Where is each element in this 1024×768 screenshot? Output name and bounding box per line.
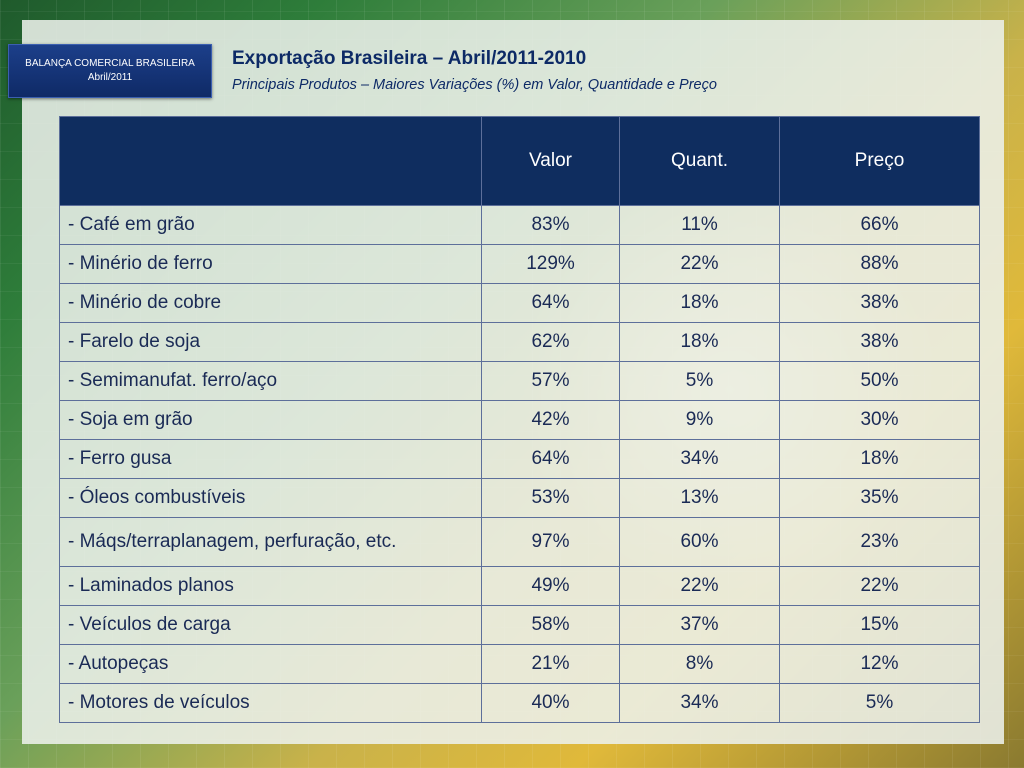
page-subtitle: Principais Produtos – Maiores Variações … bbox=[232, 77, 717, 93]
cell-preco: 23% bbox=[779, 517, 980, 567]
cell-product: - Ferro gusa bbox=[59, 439, 482, 479]
table-header-row: Valor Quant. Preço bbox=[59, 116, 980, 206]
cell-product: - Farelo de soja bbox=[59, 322, 482, 362]
cell-valor: 21% bbox=[481, 644, 620, 684]
cell-quant: 22% bbox=[619, 566, 780, 606]
report-badge: BALANÇA COMERCIAL BRASILEIRA Abril/2011 bbox=[8, 44, 212, 98]
badge-period: Abril/2011 bbox=[87, 72, 133, 83]
cell-valor: 83% bbox=[481, 205, 620, 245]
cell-quant: 5% bbox=[619, 361, 780, 401]
table-row: - Ferro gusa 64% 34% 18% bbox=[59, 439, 980, 479]
cell-preco: 18% bbox=[779, 439, 980, 479]
table-row: - Laminados planos 49% 22% 22% bbox=[59, 566, 980, 606]
table-row: - Autopeças 21% 8% 12% bbox=[59, 644, 980, 684]
cell-preco: 88% bbox=[779, 244, 980, 284]
cell-preco: 66% bbox=[779, 205, 980, 245]
table-row: - Máqs/terraplanagem, perfuração, etc. 97… bbox=[59, 517, 980, 567]
cell-valor: 64% bbox=[481, 439, 620, 479]
cell-quant: 8% bbox=[619, 644, 780, 684]
cell-quant: 13% bbox=[619, 478, 780, 518]
cell-product: - Minério de cobre bbox=[59, 283, 482, 323]
cell-product: - Motores de veículos bbox=[59, 683, 482, 723]
cell-quant: 60% bbox=[619, 517, 780, 567]
cell-preco: 38% bbox=[779, 283, 980, 323]
cell-quant: 11% bbox=[619, 205, 780, 245]
cell-preco: 12% bbox=[779, 644, 980, 684]
cell-quant: 37% bbox=[619, 605, 780, 645]
cell-product: - Semimanufat. ferro/aço bbox=[59, 361, 482, 401]
table-row: - Soja em grão 42% 9% 30% bbox=[59, 400, 980, 440]
cell-product: - Soja em grão bbox=[59, 400, 482, 440]
cell-quant: 34% bbox=[619, 439, 780, 479]
header-preco: Preço bbox=[779, 116, 980, 206]
table-row: - Café em grão 83% 11% 66% bbox=[59, 205, 980, 245]
cell-preco: 50% bbox=[779, 361, 980, 401]
cell-valor: 57% bbox=[481, 361, 620, 401]
cell-valor: 53% bbox=[481, 478, 620, 518]
header-valor: Valor bbox=[481, 116, 620, 206]
cell-preco: 30% bbox=[779, 400, 980, 440]
cell-quant: 18% bbox=[619, 322, 780, 362]
cell-product: - Máqs/terraplanagem, perfuração, etc. bbox=[59, 517, 482, 567]
cell-preco: 22% bbox=[779, 566, 980, 606]
cell-product: - Autopeças bbox=[59, 644, 482, 684]
table-row: - Minério de cobre 64% 18% 38% bbox=[59, 283, 980, 323]
cell-valor: 40% bbox=[481, 683, 620, 723]
cell-valor: 62% bbox=[481, 322, 620, 362]
header-quant: Quant. bbox=[619, 116, 780, 206]
cell-valor: 42% bbox=[481, 400, 620, 440]
table-row: - Motores de veículos 40% 34% 5% bbox=[59, 683, 980, 723]
table-row: - Farelo de soja 62% 18% 38% bbox=[59, 322, 980, 362]
cell-preco: 35% bbox=[779, 478, 980, 518]
cell-valor: 64% bbox=[481, 283, 620, 323]
cell-preco: 5% bbox=[779, 683, 980, 723]
table-row: - Semimanufat. ferro/aço 57% 5% 50% bbox=[59, 361, 980, 401]
header-product bbox=[59, 116, 482, 206]
cell-valor: 97% bbox=[481, 517, 620, 567]
table-row: - Veículos de carga 58% 37% 15% bbox=[59, 605, 980, 645]
cell-valor: 58% bbox=[481, 605, 620, 645]
table-row: - Minério de ferro 129% 22% 88% bbox=[59, 244, 980, 284]
cell-product: - Óleos combustíveis bbox=[59, 478, 482, 518]
cell-product: - Café em grão bbox=[59, 205, 482, 245]
cell-product: - Veículos de carga bbox=[59, 605, 482, 645]
products-table: Valor Quant. Preço - Café em grão 83% 11% 6… bbox=[59, 116, 980, 723]
table-row: - Óleos combustíveis 53% 13% 35% bbox=[59, 478, 980, 518]
cell-quant: 22% bbox=[619, 244, 780, 284]
cell-quant: 34% bbox=[619, 683, 780, 723]
cell-valor: 49% bbox=[481, 566, 620, 606]
page-title: Exportação Brasileira – Abril/2011-2010 bbox=[232, 48, 587, 69]
cell-quant: 9% bbox=[619, 400, 780, 440]
badge-title: BALANÇA COMERCIAL BRASILEIRA bbox=[25, 58, 195, 69]
cell-preco: 38% bbox=[779, 322, 980, 362]
cell-preco: 15% bbox=[779, 605, 980, 645]
cell-valor: 129% bbox=[481, 244, 620, 284]
cell-quant: 18% bbox=[619, 283, 780, 323]
cell-product: - Minério de ferro bbox=[59, 244, 482, 284]
cell-product: - Laminados planos bbox=[59, 566, 482, 606]
